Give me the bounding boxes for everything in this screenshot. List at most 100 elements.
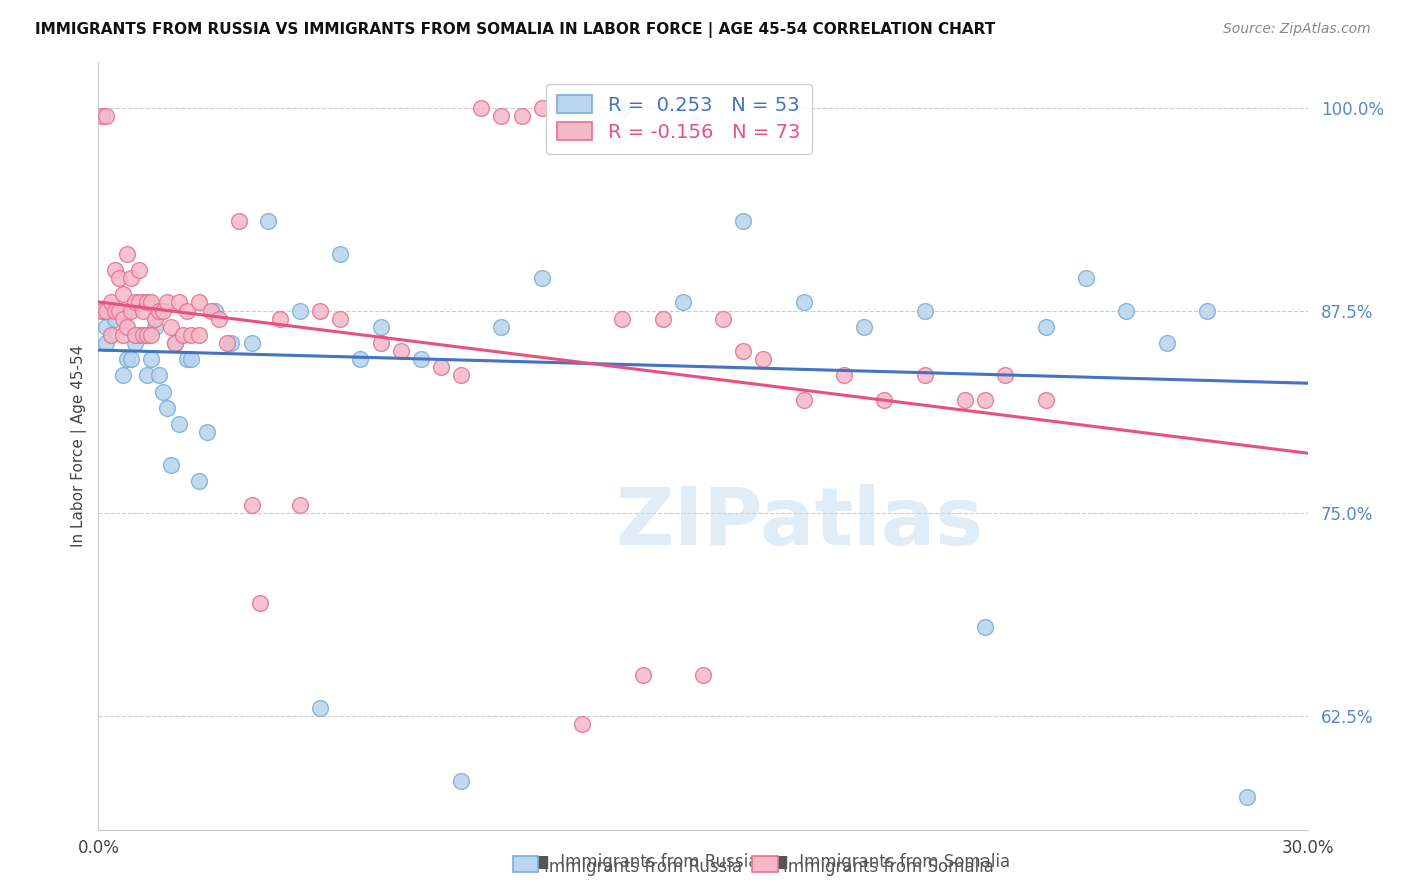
Point — [873, 392, 896, 407]
Point — [853, 319, 876, 334]
Point — [103, 311, 125, 326]
Point — [124, 336, 146, 351]
Point — [240, 336, 263, 351]
Point — [974, 392, 997, 407]
Point — [100, 295, 122, 310]
Point — [651, 311, 673, 326]
Point — [672, 295, 695, 310]
Point — [195, 425, 218, 440]
Point — [200, 303, 222, 318]
Point — [1195, 303, 1218, 318]
Point — [148, 303, 170, 318]
Point — [107, 303, 129, 318]
Text: Source: ZipAtlas.com: Source: ZipAtlas.com — [1223, 22, 1371, 37]
Point — [115, 247, 138, 261]
Point — [733, 214, 755, 228]
Point — [288, 498, 311, 512]
Point — [135, 295, 157, 310]
Point — [692, 668, 714, 682]
Point — [551, 101, 574, 115]
Point — [631, 668, 654, 682]
Point — [163, 336, 186, 351]
Point — [160, 319, 183, 334]
Point — [139, 327, 162, 342]
Point — [329, 247, 352, 261]
Point — [148, 368, 170, 383]
Point — [120, 352, 142, 367]
Point — [1035, 392, 1057, 407]
Point — [163, 336, 186, 351]
Point — [115, 319, 138, 334]
Point — [96, 109, 118, 123]
Point — [107, 271, 129, 285]
Point — [832, 368, 855, 383]
Text: IMMIGRANTS FROM RUSSIA VS IMMIGRANTS FROM SOMALIA IN LABOR FORCE | AGE 45-54 COR: IMMIGRANTS FROM RUSSIA VS IMMIGRANTS FRO… — [35, 22, 995, 38]
Point — [128, 295, 150, 310]
Point — [152, 303, 174, 318]
Point — [124, 327, 146, 342]
Point — [139, 352, 162, 367]
Point — [111, 287, 134, 301]
Point — [711, 311, 734, 326]
Point — [128, 327, 150, 342]
Point — [111, 327, 134, 342]
Point — [240, 498, 263, 512]
Point — [994, 368, 1017, 383]
Point — [103, 263, 125, 277]
Point — [309, 701, 332, 715]
Point — [530, 271, 553, 285]
Point — [111, 368, 134, 383]
Point — [176, 303, 198, 318]
Point — [152, 384, 174, 399]
Point — [571, 717, 593, 731]
Point — [612, 101, 634, 115]
Point — [430, 360, 453, 375]
Point — [370, 319, 392, 334]
Point — [115, 352, 138, 367]
Point — [1156, 336, 1178, 351]
Point — [530, 101, 553, 115]
Point — [329, 311, 352, 326]
Point — [188, 327, 211, 342]
Point — [491, 109, 513, 123]
Point — [100, 303, 122, 318]
Point — [752, 352, 775, 367]
Point — [793, 392, 815, 407]
Point — [953, 392, 976, 407]
Point — [139, 295, 162, 310]
Point — [370, 336, 392, 351]
Point — [1074, 271, 1097, 285]
Point — [612, 311, 634, 326]
Point — [221, 336, 243, 351]
Point — [188, 474, 211, 488]
Point — [111, 311, 134, 326]
Point — [409, 352, 432, 367]
Point — [1236, 790, 1258, 805]
Point — [107, 303, 129, 318]
Point — [217, 336, 239, 351]
Point — [120, 271, 142, 285]
Point — [491, 319, 513, 334]
Point — [228, 214, 250, 228]
Point — [288, 303, 311, 318]
Text: Immigrants from Russia: Immigrants from Russia — [544, 858, 742, 876]
Point — [470, 101, 492, 115]
Point — [96, 303, 118, 318]
Point — [91, 303, 114, 318]
Point — [176, 352, 198, 367]
Text: ZIPatlas: ZIPatlas — [616, 483, 984, 562]
Point — [309, 303, 332, 318]
Point — [115, 303, 138, 318]
Point — [1035, 319, 1057, 334]
Point — [124, 295, 146, 310]
Point — [100, 327, 122, 342]
Point — [128, 263, 150, 277]
Text: ■  Immigrants from Somalia: ■ Immigrants from Somalia — [773, 853, 1011, 871]
Point — [135, 368, 157, 383]
Point — [269, 311, 291, 326]
Point — [249, 595, 271, 609]
Point — [91, 303, 114, 318]
Point — [156, 295, 179, 310]
Point — [160, 458, 183, 472]
Point — [96, 336, 118, 351]
